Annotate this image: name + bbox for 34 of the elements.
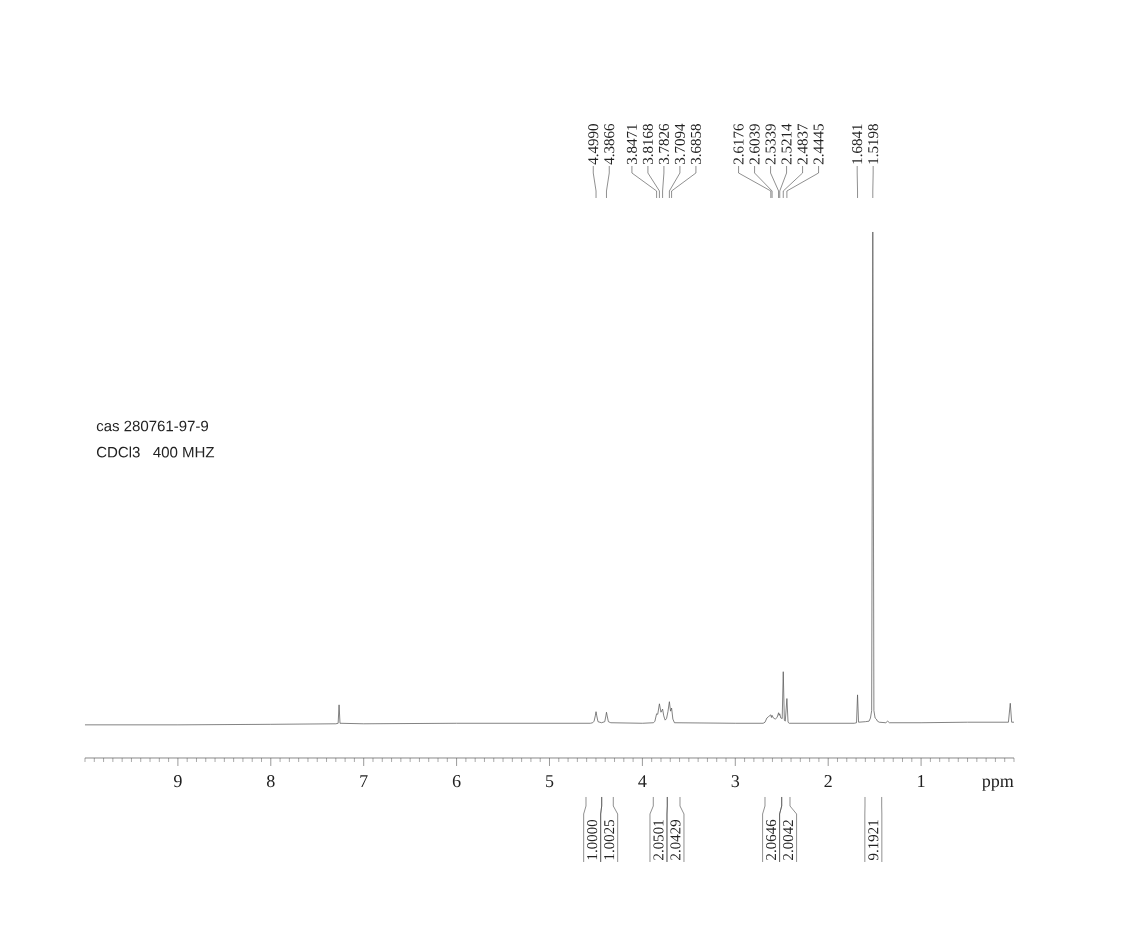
text: 1.0000: [587, 819, 598, 860]
text: 2.6039: [749, 124, 760, 165]
text: 4.3866: [604, 123, 615, 165]
text: 2.5214: [781, 123, 792, 165]
text: 3.7094: [674, 123, 686, 165]
text: 2.0501: [653, 820, 664, 860]
x-tick-label: 5: [546, 775, 554, 788]
text: 2.4445: [813, 124, 824, 165]
x-tick-label: 3: [731, 775, 740, 788]
text: 2.0042: [783, 820, 794, 860]
text: 2.0646: [766, 819, 777, 860]
text: 3.8471: [626, 124, 638, 165]
text: 3.7826: [658, 123, 670, 165]
annotation: cas 280761-97-9: [96, 420, 209, 432]
x-tick-label: 6: [452, 775, 461, 788]
text: 3.8168: [642, 124, 654, 165]
text: 2.5339: [765, 124, 776, 165]
x-tick-label: 7: [360, 775, 368, 787]
text: 1.5198: [868, 124, 879, 164]
text: 1.0025: [604, 819, 615, 860]
x-tick-label: 1: [918, 775, 925, 787]
x-tick-label: 4: [638, 775, 647, 787]
text: 3.6858: [690, 124, 702, 165]
text: 4.4990: [588, 124, 599, 165]
text: 2.4837: [797, 123, 808, 165]
text: 9.1921: [868, 820, 879, 861]
x-axis-title: ppm: [982, 778, 1014, 791]
x-tick-label: 8: [266, 775, 275, 788]
text: 2.0429: [670, 819, 681, 860]
text: 2.6176: [733, 123, 744, 165]
x-tick-label: 9: [173, 775, 182, 788]
annotation: CDCl3 400 MHZ: [96, 446, 215, 458]
x-tick-label: 2: [824, 775, 832, 787]
text: 1.6841: [852, 124, 863, 164]
